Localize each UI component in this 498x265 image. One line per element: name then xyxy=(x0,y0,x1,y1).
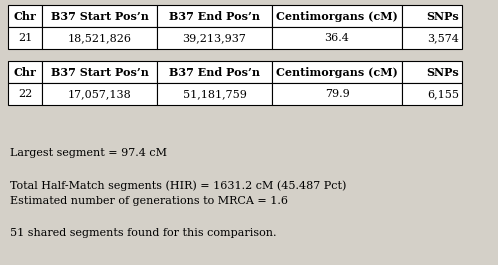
Text: B37 Start Pos’n: B37 Start Pos’n xyxy=(51,67,148,77)
Text: 39,213,937: 39,213,937 xyxy=(183,33,247,43)
Text: 17,057,138: 17,057,138 xyxy=(68,89,131,99)
Text: B37 Start Pos’n: B37 Start Pos’n xyxy=(51,11,148,21)
Text: 79.9: 79.9 xyxy=(325,89,350,99)
Text: Total Half-Match segments (HIR) = 1631.2 cM (45.487 Pct): Total Half-Match segments (HIR) = 1631.2… xyxy=(10,180,347,191)
Text: Largest segment = 97.4 cM: Largest segment = 97.4 cM xyxy=(10,148,167,158)
Bar xyxy=(42,5,157,27)
Text: Centimorgans (cM): Centimorgans (cM) xyxy=(276,11,398,21)
Bar xyxy=(42,61,157,83)
Text: 51,181,759: 51,181,759 xyxy=(183,89,247,99)
Bar xyxy=(272,27,402,49)
Bar xyxy=(8,83,42,105)
Text: 22: 22 xyxy=(18,89,32,99)
Text: B37 End Pos’n: B37 End Pos’n xyxy=(169,11,260,21)
Bar xyxy=(272,5,402,27)
Bar xyxy=(157,5,272,27)
Bar xyxy=(42,83,157,105)
Bar xyxy=(157,61,272,83)
Text: SNPs: SNPs xyxy=(426,67,459,77)
Bar xyxy=(8,27,42,49)
Text: Centimorgans (cM): Centimorgans (cM) xyxy=(276,67,398,77)
Text: 6,155: 6,155 xyxy=(427,89,459,99)
Bar xyxy=(157,27,272,49)
Bar xyxy=(402,5,462,27)
Bar xyxy=(8,5,42,27)
Text: B37 End Pos’n: B37 End Pos’n xyxy=(169,67,260,77)
Bar xyxy=(8,61,42,83)
Bar xyxy=(402,61,462,83)
Text: Estimated number of generations to MRCA = 1.6: Estimated number of generations to MRCA … xyxy=(10,196,288,206)
Bar xyxy=(272,61,402,83)
Text: 21: 21 xyxy=(18,33,32,43)
Bar xyxy=(42,27,157,49)
Bar xyxy=(272,83,402,105)
Text: 51 shared segments found for this comparison.: 51 shared segments found for this compar… xyxy=(10,228,276,238)
Text: SNPs: SNPs xyxy=(426,11,459,21)
Bar xyxy=(402,83,462,105)
Text: 3,574: 3,574 xyxy=(427,33,459,43)
Bar xyxy=(157,83,272,105)
Text: Chr: Chr xyxy=(13,11,36,21)
Text: 18,521,826: 18,521,826 xyxy=(68,33,131,43)
Text: 36.4: 36.4 xyxy=(325,33,350,43)
Bar xyxy=(402,27,462,49)
Text: Chr: Chr xyxy=(13,67,36,77)
